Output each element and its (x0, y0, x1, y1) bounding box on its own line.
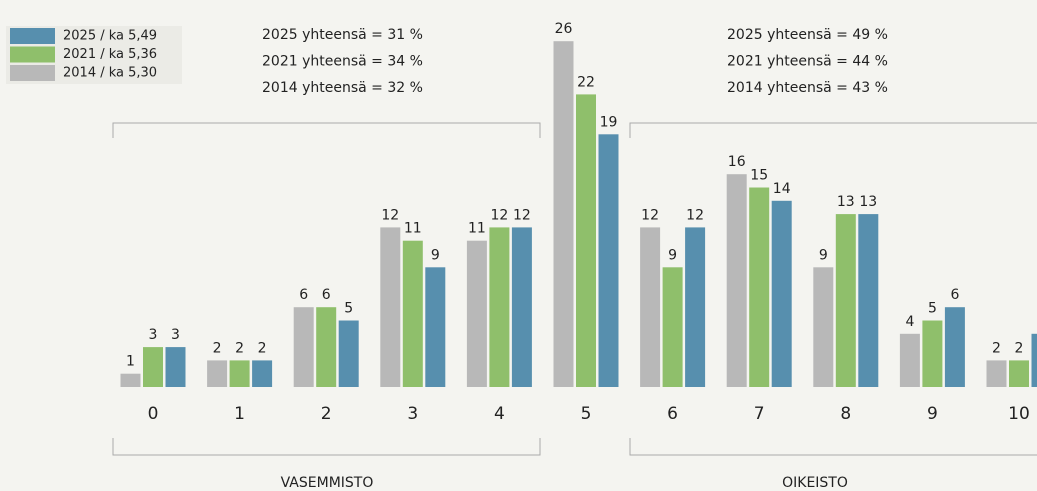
bar (120, 373, 141, 387)
bar (576, 94, 596, 388)
bar (598, 134, 619, 387)
bar (402, 240, 423, 387)
value-label: 12 (513, 207, 531, 223)
value-label: 2 (213, 340, 222, 356)
bar (986, 360, 1007, 387)
bar (425, 267, 446, 387)
x-tick-label: 0 (148, 404, 159, 424)
bar (466, 240, 487, 387)
bar (380, 227, 401, 387)
value-label: 2 (258, 340, 267, 356)
group-label: VASEMMISTO (281, 475, 374, 491)
annotation: 2025 yhteensä = 31 % (262, 27, 423, 43)
bracket-left-top (112, 122, 541, 138)
value-label: 6 (299, 287, 308, 303)
legend-swatch (10, 28, 55, 44)
value-label: 12 (490, 207, 508, 223)
bar (685, 227, 706, 387)
bar (229, 360, 250, 387)
group-label: OIKEISTO (782, 475, 848, 491)
bar (252, 360, 273, 387)
value-label: 9 (668, 247, 677, 263)
annotation: 2014 yhteensä = 32 % (262, 80, 423, 96)
bar (662, 267, 683, 387)
bar (858, 214, 879, 387)
value-label: 19 (600, 114, 618, 130)
bar (316, 307, 337, 387)
value-label: 1 (126, 354, 135, 370)
value-label: 6 (322, 287, 331, 303)
bar (640, 227, 661, 387)
value-label: 15 (750, 168, 768, 184)
value-label: 3 (171, 327, 180, 343)
value-label: 12 (686, 207, 704, 223)
legend-label: 2021 / ka 5,36 (63, 47, 157, 62)
value-label: 2 (235, 340, 244, 356)
x-tick-label: 3 (407, 404, 418, 424)
annotation: 2025 yhteensä = 49 % (727, 27, 888, 43)
value-label: 4 (905, 314, 914, 330)
bar (749, 187, 770, 387)
bracket-right-bottom (629, 438, 1037, 456)
value-label: 22 (577, 74, 595, 90)
x-tick-label: 1 (234, 404, 245, 424)
value-label: 3 (149, 327, 158, 343)
bar (726, 174, 747, 387)
x-tick-label: 4 (494, 404, 505, 424)
value-label: 2 (992, 340, 1001, 356)
legend-label: 2014 / ka 5,30 (63, 66, 157, 81)
bar (511, 227, 532, 387)
annotation: 2021 yhteensä = 44 % (727, 54, 888, 70)
value-label: 5 (344, 301, 353, 317)
x-tick-label: 2 (321, 404, 332, 424)
value-label: 12 (641, 207, 659, 223)
value-label: 9 (431, 247, 440, 263)
legend-swatch (10, 65, 55, 81)
value-label: 16 (728, 154, 746, 170)
bar (1009, 360, 1029, 387)
bar (1031, 333, 1037, 387)
legend-label: 2025 / ka 5,49 (63, 29, 157, 44)
value-label: 12 (381, 207, 399, 223)
value-label: 11 (468, 221, 486, 237)
x-tick-label: 5 (581, 404, 592, 424)
bar (207, 360, 228, 387)
value-label: 9 (819, 247, 828, 263)
annotation: 2014 yhteensä = 43 % (727, 80, 888, 96)
bar (899, 333, 920, 387)
bar (338, 320, 359, 387)
value-label: 14 (773, 181, 791, 197)
bar (553, 41, 574, 387)
value-label: 6 (950, 287, 959, 303)
bar (143, 347, 163, 387)
bar (293, 307, 314, 387)
legend-swatch (10, 46, 55, 63)
bar (944, 307, 965, 387)
bar (922, 320, 943, 387)
value-label: 2 (1015, 340, 1024, 356)
x-tick-label: 10 (1008, 404, 1030, 424)
bar (489, 227, 510, 387)
bar (771, 200, 792, 387)
bracket-left-bottom (112, 438, 541, 456)
bar (835, 214, 856, 387)
x-tick-label: 8 (840, 404, 851, 424)
bar (165, 347, 186, 387)
annotation: 2021 yhteensä = 34 % (262, 54, 423, 70)
x-tick-label: 7 (754, 404, 765, 424)
value-label: 13 (859, 194, 877, 210)
bracket-right-top (629, 122, 1037, 138)
value-label: 13 (837, 194, 855, 210)
value-label: 26 (555, 21, 573, 37)
x-tick-label: 9 (927, 404, 938, 424)
value-label: 5 (928, 301, 937, 317)
x-tick-label: 6 (667, 404, 678, 424)
value-label: 11 (404, 221, 422, 237)
bar (813, 267, 834, 387)
